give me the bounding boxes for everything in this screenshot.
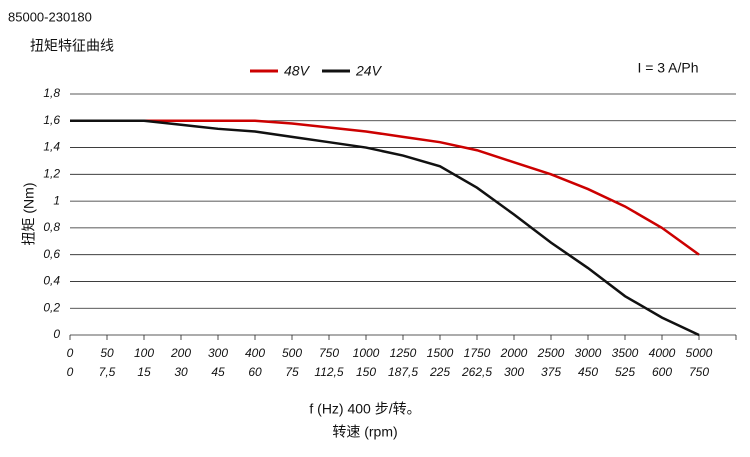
- x2-tick-label: 262,5: [461, 365, 492, 379]
- part-number: 85000-230180: [8, 9, 92, 24]
- y-tick-label: 0,4: [43, 274, 60, 288]
- y-tick-label: 0,2: [43, 300, 60, 314]
- x-tick-label: 3000: [575, 346, 602, 360]
- x-tick-label: 200: [170, 346, 191, 360]
- x2-tick-label: 112,5: [314, 365, 343, 379]
- x-tick-label: 3500: [612, 346, 639, 360]
- x-tick-label: 500: [282, 346, 302, 360]
- series-line: [70, 119, 700, 337]
- y-tick-label: 1,4: [43, 140, 60, 154]
- x2-tick-label: 600: [652, 365, 672, 379]
- x2-tick-label: 187,5: [388, 365, 418, 379]
- x-tick-label: 1000: [353, 346, 380, 360]
- x2-tick-label: 300: [504, 365, 524, 379]
- series-line: [70, 119, 700, 256]
- legend-label: 24V: [355, 63, 383, 79]
- x-tick-label: 4000: [649, 346, 676, 360]
- y-tick-label: 1,8: [43, 86, 60, 100]
- x2-tick-label: 45: [211, 365, 225, 379]
- x-tick-label: 400: [245, 346, 265, 360]
- x-tick-label: 5000: [686, 346, 713, 360]
- x-tick-label: 0: [67, 346, 74, 360]
- x-tick-label: 300: [208, 346, 228, 360]
- annotation: I = 3 A/Ph: [637, 60, 698, 76]
- y-tick-label: 0: [53, 327, 60, 341]
- x2-tick-label: 750: [689, 365, 709, 379]
- chart-title: 扭矩特征曲线: [30, 38, 114, 54]
- x-tick-label: 2000: [500, 346, 528, 360]
- x-tick-label: 100: [134, 346, 154, 360]
- y-tick-label: 0,8: [43, 220, 60, 234]
- x2-tick-label: 0: [67, 365, 74, 379]
- x-axis-label: f (Hz) 400 步/转。: [309, 401, 420, 417]
- x2-tick-label: 7,5: [99, 365, 116, 379]
- legend-label: 48V: [284, 63, 311, 79]
- x-tick-label: 1750: [464, 346, 491, 360]
- x2-tick-label: 30: [174, 365, 188, 379]
- x2-tick-label: 150: [356, 365, 376, 379]
- y-tick-label: 1,2: [43, 167, 60, 181]
- x-tick-label: 1250: [390, 346, 417, 360]
- x2-tick-label: 75: [285, 365, 299, 379]
- x-tick-label: 50: [100, 346, 114, 360]
- x2-tick-label: 225: [429, 365, 450, 379]
- x2-tick-label: 15: [137, 365, 151, 379]
- x-tick-label: 1500: [427, 346, 454, 360]
- x-tick-label: 2500: [537, 346, 565, 360]
- y-tick-label: 1: [53, 193, 60, 207]
- x2-tick-label: 60: [248, 365, 262, 379]
- y-tick-label: 0,6: [43, 247, 60, 261]
- x2-tick-label: 525: [615, 365, 635, 379]
- x-tick-label: 750: [319, 346, 339, 360]
- x2-axis-label: 转速 (rpm): [332, 424, 397, 440]
- y-axis-label: 扭矩 (Nm): [21, 183, 37, 246]
- x2-tick-label: 450: [578, 365, 598, 379]
- x2-tick-label: 375: [541, 365, 561, 379]
- y-tick-label: 1,6: [43, 113, 60, 127]
